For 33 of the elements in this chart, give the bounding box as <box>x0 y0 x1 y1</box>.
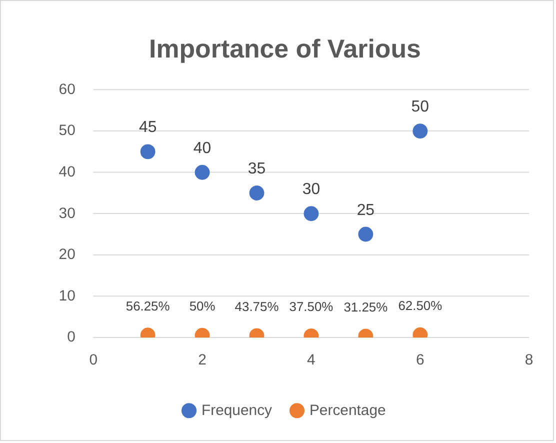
data-label: 40 <box>193 140 212 157</box>
x-tick-label: 6 <box>416 351 424 368</box>
data-label: 56.25% <box>126 298 170 314</box>
point <box>412 124 428 139</box>
y-tick-label: 50 <box>58 122 76 140</box>
point <box>358 226 374 242</box>
y-tick-label: 60 <box>58 80 76 98</box>
data-label: 35 <box>248 160 266 178</box>
chart-title: Importance of Various <box>149 36 421 64</box>
data-label: 37.50% <box>289 299 334 314</box>
data-label: 62.50% <box>398 298 443 314</box>
data-label: 43.75% <box>234 298 280 314</box>
data-label: 45 <box>138 119 157 136</box>
point <box>304 206 319 222</box>
x-tick-label: 4 <box>307 351 316 368</box>
point <box>194 164 210 180</box>
data-label: 31.25% <box>344 299 388 314</box>
y-tick-label: 20 <box>58 246 76 264</box>
data-label: 50% <box>189 298 216 314</box>
data-label: 50 <box>411 98 430 116</box>
point <box>249 186 264 200</box>
legend-label: Frequency <box>201 402 273 419</box>
x-tick-label: 0 <box>89 351 98 368</box>
x-tick-label: 2 <box>198 351 206 368</box>
point <box>140 144 156 160</box>
y-tick-label: 10 <box>58 287 76 304</box>
legend-label: Percentage <box>309 402 386 419</box>
y-tick-label: 40 <box>58 163 76 180</box>
y-tick-label: 0 <box>67 328 76 346</box>
y-tick-label: 30 <box>58 204 76 222</box>
x-tick-label: 8 <box>524 351 534 368</box>
data-label: 30 <box>302 181 320 198</box>
data-label: 25 <box>356 202 375 219</box>
